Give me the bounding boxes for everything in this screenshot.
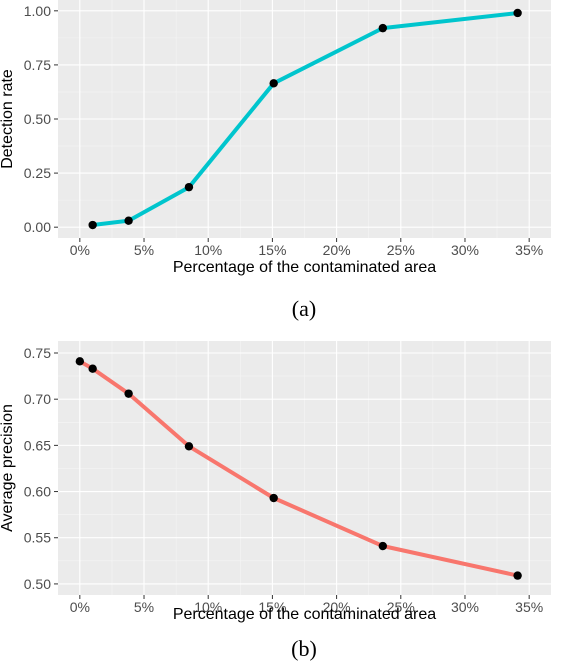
y-tick-label: 0.65 bbox=[24, 437, 51, 453]
x-tick-label: 30% bbox=[451, 599, 479, 615]
data-point bbox=[75, 357, 85, 366]
x-tick-label: 15% bbox=[258, 242, 286, 258]
data-point bbox=[378, 23, 388, 33]
x-tick-label: 5% bbox=[134, 242, 154, 258]
y-tick-label: 0.50 bbox=[24, 111, 51, 127]
x-tick-label: 35% bbox=[515, 599, 543, 615]
data-point bbox=[88, 220, 97, 230]
x-tick-label: 25% bbox=[387, 599, 415, 615]
x-tick-label: 30% bbox=[451, 242, 479, 258]
data-point bbox=[269, 79, 278, 88]
x-axis-title: Percentage of the contaminated area bbox=[173, 606, 436, 623]
data-point bbox=[269, 493, 278, 503]
y-tick-label: 0.60 bbox=[24, 484, 51, 500]
x-tick-label: 10% bbox=[194, 242, 222, 258]
data-point bbox=[378, 541, 388, 551]
x-axis-title: Percentage of the contaminated area bbox=[173, 259, 436, 276]
x-tick-label: 0% bbox=[70, 599, 90, 615]
data-point bbox=[124, 216, 133, 225]
y-tick-label: 0.00 bbox=[24, 219, 51, 235]
y-tick-label: 1.00 bbox=[24, 3, 51, 19]
data-point bbox=[513, 8, 522, 18]
x-tick-label: 10% bbox=[194, 599, 222, 615]
data-point bbox=[184, 182, 194, 192]
data-point bbox=[88, 364, 97, 373]
series-line bbox=[90, 11, 520, 227]
x-tick-label: 25% bbox=[387, 242, 415, 258]
x-tick-label: 5% bbox=[134, 599, 154, 615]
x-tick-label: 20% bbox=[323, 242, 351, 258]
y-tick-label: 0.70 bbox=[24, 391, 51, 407]
data-point bbox=[184, 442, 194, 451]
data-point bbox=[513, 571, 522, 580]
figure-caption: (b) bbox=[291, 636, 317, 661]
chart-panel-a: 0% 5% 10% 15% 20% 25% 30% 35% 0.00 0.25 0.50 0.75 1.… bbox=[0, 0, 551, 321]
y-tick-label: 0.55 bbox=[24, 530, 51, 546]
chart-panel-b: 0% 5% 10% 15% 20% 25% 30% 35% 0.50 0.55 0.60 0.65 0.… bbox=[0, 341, 551, 661]
x-tick-label: 20% bbox=[323, 599, 351, 615]
x-tick-label: 0% bbox=[70, 242, 90, 258]
y-tick-label: 0.75 bbox=[24, 57, 51, 73]
y-tick-label: 0.50 bbox=[24, 576, 51, 592]
x-tick-label: 15% bbox=[258, 599, 286, 615]
data-point bbox=[124, 389, 133, 398]
y-tick-label: 0.25 bbox=[24, 165, 51, 181]
x-tick-label: 35% bbox=[515, 242, 543, 258]
y-tick-label: 0.75 bbox=[24, 345, 51, 361]
figure-caption: (a) bbox=[292, 296, 316, 321]
y-axis-title: Average precision bbox=[0, 404, 16, 532]
y-axis-title: Detection rate bbox=[0, 69, 16, 169]
